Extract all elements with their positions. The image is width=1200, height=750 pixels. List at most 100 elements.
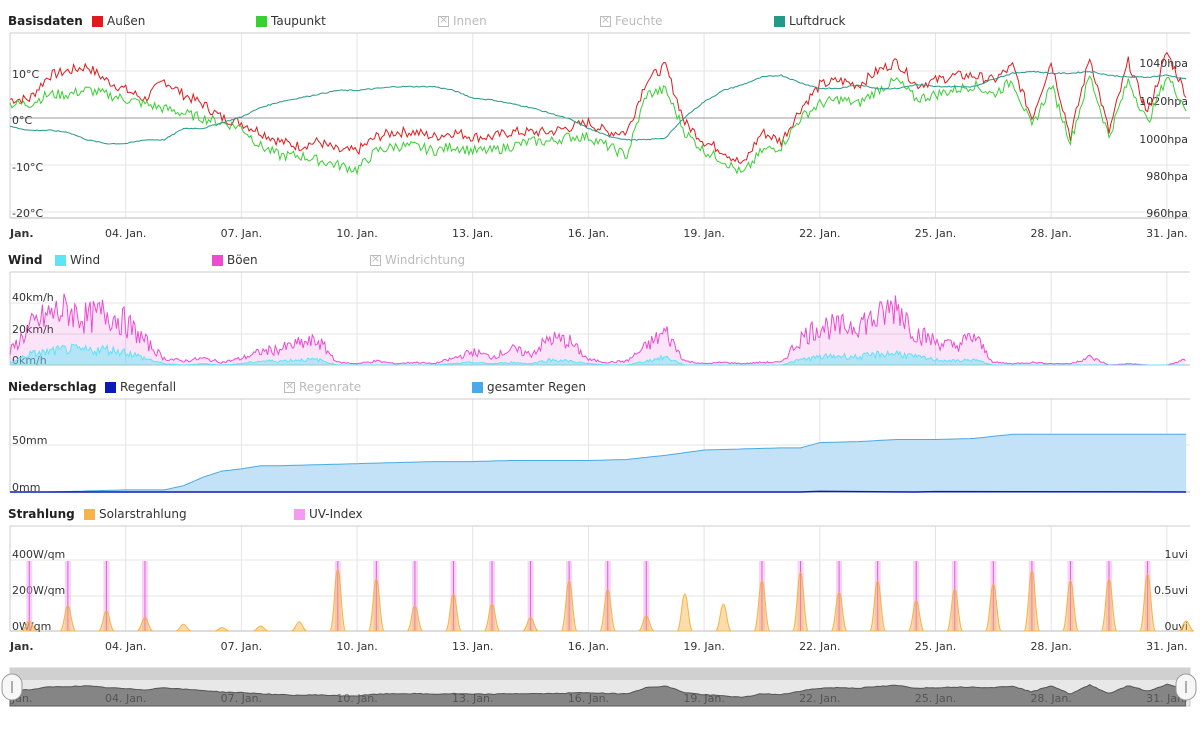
y2-tick-label: 980hpa	[1146, 170, 1188, 183]
solar-peak	[406, 605, 424, 632]
swatch	[256, 15, 267, 27]
series-area-0	[10, 344, 1186, 365]
legend-item-luftdruck[interactable]: Luftdruck	[774, 14, 846, 28]
solar-peak	[1177, 620, 1195, 632]
navigator-series	[9, 683, 1186, 707]
solar-peak	[214, 627, 231, 632]
y-tick-label: 20km/h	[12, 323, 54, 336]
legend-label: Solarstrahlung	[99, 507, 187, 521]
legend-item-uv-index[interactable]: UV-Index	[294, 507, 363, 521]
swatch	[600, 13, 611, 27]
navigator-handle-left[interactable]	[1, 673, 23, 701]
solar-peak	[753, 580, 771, 632]
legend-wind: Wind Wind Böen Windrichtung	[0, 252, 1200, 273]
navigator-tick-label: 07. Jan.	[221, 692, 262, 705]
solar-peak	[676, 593, 694, 632]
navigator-tick-label: 28. Jan.	[1030, 692, 1071, 705]
x-tick-label: 19. Jan.	[683, 227, 724, 240]
solar-peak	[830, 591, 848, 632]
x-tick-label: 22. Jan.	[799, 227, 840, 240]
y-tick-label: 0mm	[12, 481, 40, 494]
y2-tick-label: 1020hpa	[1139, 95, 1188, 108]
panel-strahlung	[9, 525, 1190, 632]
navigator-tick-label: 13. Jan.	[452, 692, 493, 705]
y2-tick-label: 0.5uvi	[1154, 584, 1188, 597]
y2-tick-label: 1uvi	[1164, 548, 1188, 561]
solar-peak	[599, 588, 617, 632]
legend-label: Regenrate	[299, 380, 362, 394]
series-line-0	[9, 51, 1187, 165]
solar-peak	[21, 620, 38, 632]
series-line-2	[9, 70, 1187, 145]
swatch	[294, 508, 305, 520]
solar-peak	[560, 580, 578, 632]
legend-item-regenrate[interactable]: Regenrate	[284, 379, 362, 394]
legend-basisdaten: Basisdaten Außen Taupunkt Innen Feuchte …	[0, 13, 1200, 34]
legend-item-aussen[interactable]: Außen	[92, 14, 145, 28]
navigator-handle-right[interactable]	[1175, 673, 1197, 701]
solar-peak	[444, 593, 462, 632]
x-tick-label: 25. Jan.	[915, 227, 956, 240]
x-tick-label: 25. Jan.	[915, 640, 956, 653]
navigator-tick-label: 16. Jan.	[568, 692, 609, 705]
y-tick-label: -20°C	[12, 207, 43, 220]
solar-peak	[136, 617, 154, 632]
y-tick-label: 0°C	[12, 114, 32, 127]
y-tick-label: 200W/qm	[12, 584, 65, 597]
y-tick-label: -10°C	[12, 161, 43, 174]
legend-item-boeen[interactable]: Böen	[212, 253, 258, 267]
x-tick-label: 04. Jan.	[105, 227, 146, 240]
y-tick-label: 10°C	[12, 68, 39, 81]
legend-label: Windrichtung	[385, 253, 466, 267]
swatch	[92, 15, 103, 27]
legend-item-solarstrahlung[interactable]: Solarstrahlung	[84, 507, 187, 521]
solar-peak	[638, 615, 655, 632]
y2-tick-label: 0uvi	[1164, 620, 1188, 633]
solar-peak	[59, 605, 77, 632]
navigator-tick-label: 04. Jan.	[105, 692, 146, 705]
y-tick-label: 0W/qm	[12, 620, 51, 633]
legend-label: gesamter Regen	[487, 380, 586, 394]
series-line-1	[9, 293, 1186, 366]
series-line-regenfall	[10, 490, 1187, 493]
x-tick-label: 07. Jan.	[221, 640, 262, 653]
x-tick-label: 13. Jan.	[452, 640, 493, 653]
solar-peak	[1139, 573, 1157, 632]
navigator-tick-label: 19. Jan.	[683, 692, 724, 705]
solar-peak	[367, 578, 385, 632]
x-tick-label: 10. Jan.	[336, 227, 377, 240]
legend-item-wind[interactable]: Wind	[55, 253, 100, 267]
legend-item-regenfall[interactable]: Regenfall	[105, 380, 176, 394]
swatch	[472, 381, 483, 393]
navigator-tick-label: 22. Jan.	[799, 692, 840, 705]
legend-item-innen[interactable]: Innen	[438, 13, 487, 28]
solar-peak	[175, 623, 192, 632]
legend-item-windrichtung[interactable]: Windrichtung	[370, 252, 466, 267]
swatch	[212, 254, 223, 266]
legend-item-feuchte[interactable]: Feuchte	[600, 13, 663, 28]
solar-peak	[984, 583, 1002, 632]
solar-peak	[714, 603, 732, 632]
legend-niederschlag: Niederschlag Regenfall Regenrate gesamte…	[0, 379, 1200, 400]
legend-item-taupunkt[interactable]: Taupunkt	[256, 14, 326, 28]
y-tick-label: 50mm	[12, 434, 47, 447]
solar-peak	[1023, 570, 1041, 632]
legend-item-gesamter-regen[interactable]: gesamter Regen	[472, 380, 586, 394]
navigator-tick-label: 10. Jan.	[336, 692, 377, 705]
legend-label: Luftdruck	[789, 14, 846, 28]
x-tick-label: Jan.	[9, 640, 34, 653]
solar-peak	[869, 580, 887, 632]
swatch	[284, 379, 295, 393]
x-tick-label: 28. Jan.	[1030, 227, 1071, 240]
legend-label: UV-Index	[309, 507, 363, 521]
swatch	[105, 381, 116, 393]
solar-peak	[792, 571, 810, 632]
swatch	[774, 15, 785, 27]
legend-label: Außen	[107, 14, 146, 28]
x-tick-label: 10. Jan.	[336, 640, 377, 653]
legend-label: Wind	[70, 253, 101, 267]
solar-peak	[98, 610, 115, 632]
solar-peak	[252, 625, 269, 632]
x-tick-label: 16. Jan.	[568, 227, 609, 240]
panel-wind	[9, 271, 1190, 366]
